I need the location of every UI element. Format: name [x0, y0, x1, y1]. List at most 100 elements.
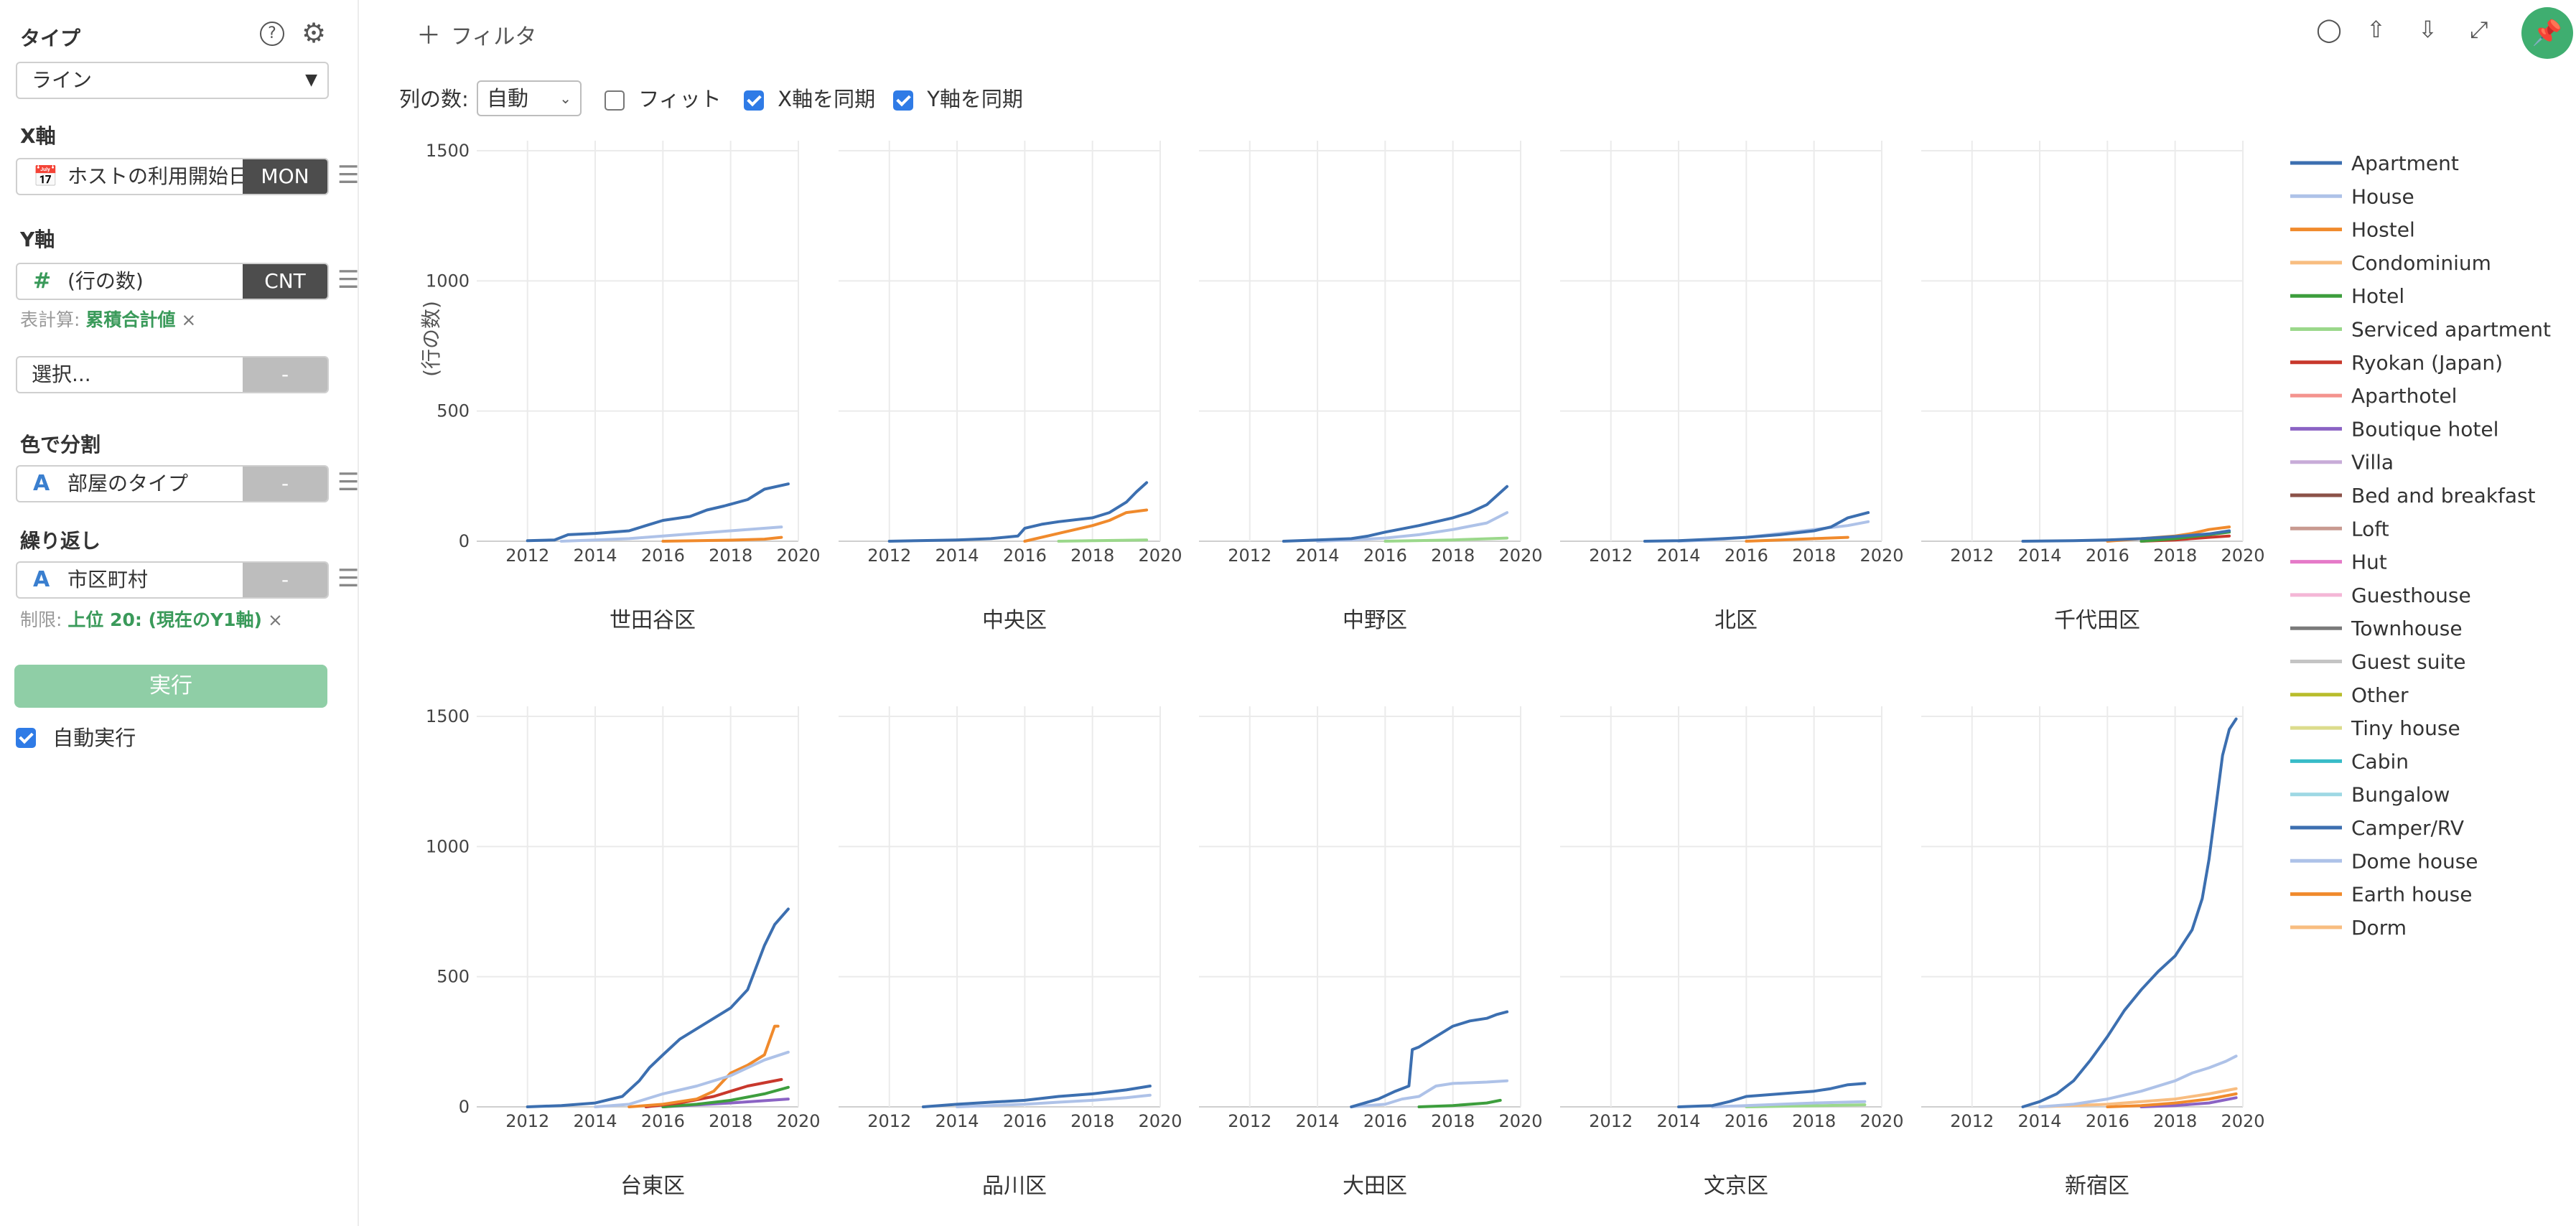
legend-item[interactable]: Earth house — [2290, 883, 2472, 907]
legend-item[interactable]: Cabin — [2290, 749, 2409, 773]
legend-item[interactable]: Camper/RV — [2290, 816, 2464, 840]
sync-x-checkbox-row[interactable]: X軸を同期 — [744, 79, 875, 119]
upload-icon[interactable]: ⇧ — [2366, 16, 2386, 43]
series-line-apartment[interactable] — [921, 1085, 1152, 1108]
legend-item[interactable]: Boutique hotel — [2290, 417, 2498, 441]
series-line-hotel[interactable] — [1417, 1098, 1502, 1108]
x-axis-field[interactable]: 📅 ホストの利用開始日 MON — [16, 158, 329, 195]
y-axis-field-label: (行の数) — [67, 269, 144, 293]
legend-item[interactable]: Tiny house — [2290, 716, 2460, 740]
auto-run-row[interactable]: 自動実行 — [16, 722, 136, 752]
pin-button[interactable]: 📌 — [2521, 7, 2573, 59]
legend-item[interactable]: Guest suite — [2290, 650, 2465, 674]
series-line-apartment[interactable] — [2021, 529, 2231, 543]
series-line-apartment[interactable] — [526, 482, 790, 543]
legend-item[interactable]: Bed and breakfast — [2290, 484, 2536, 507]
extra-field-select[interactable]: 選択... - — [16, 356, 329, 393]
legend-item[interactable]: Hostel — [2290, 218, 2415, 242]
chart-type-value: ライン — [32, 68, 93, 92]
series-line-apartment[interactable] — [2021, 717, 2238, 1108]
gear-icon[interactable]: ⚙ — [302, 17, 327, 49]
y-axis-field[interactable]: # (行の数) CNT — [16, 263, 329, 300]
legend-item[interactable]: Loft — [2290, 517, 2389, 541]
run-button[interactable]: 実行 — [14, 665, 327, 708]
series-line-serviced-apartment[interactable] — [1383, 536, 1509, 543]
series-line-apartment[interactable] — [1282, 485, 1509, 543]
legend-item[interactable]: Condominium — [2290, 251, 2491, 275]
color-split-field[interactable]: A 部屋のタイプ - — [16, 465, 329, 502]
limit-value[interactable]: 上位 20: (現在のY1軸) — [67, 609, 262, 630]
repeat-agg-button[interactable]: - — [243, 563, 327, 597]
y-tick-label: 1000 — [426, 836, 470, 856]
download-icon[interactable]: ⇩ — [2418, 16, 2437, 43]
legend-item[interactable]: Townhouse — [2290, 617, 2463, 640]
add-filter-button[interactable]: ＋ フィルタ — [416, 16, 536, 51]
drag-handle-icon[interactable]: ☰ — [337, 564, 360, 593]
legend-item[interactable]: Dome house — [2290, 849, 2478, 873]
fit-checkbox-row[interactable]: フィット — [605, 79, 722, 119]
y-axis-label: (行の数) — [419, 301, 443, 377]
series-line-serviced-apartment[interactable] — [1057, 538, 1149, 543]
series-line-house[interactable] — [956, 1093, 1152, 1108]
series-line-condominium[interactable] — [2038, 1087, 2238, 1108]
y-tick-label: 1000 — [426, 271, 470, 291]
series-line-apartment[interactable] — [526, 907, 790, 1108]
series-line-hotel[interactable] — [661, 1085, 790, 1108]
x-tick-label: 2012 — [505, 1111, 549, 1131]
legend-item[interactable]: Hut — [2290, 551, 2387, 574]
series-line-hostel[interactable] — [1023, 508, 1149, 543]
legend-item[interactable]: House — [2290, 184, 2414, 208]
color-split-agg-button[interactable]: - — [243, 467, 327, 501]
series-line-apartment[interactable] — [1677, 1082, 1867, 1108]
legend-item[interactable]: Other — [2290, 683, 2409, 707]
sync-y-checkbox[interactable] — [893, 90, 913, 111]
drag-handle-icon[interactable]: ☰ — [337, 468, 360, 497]
series-line-house[interactable] — [594, 1050, 790, 1108]
repeat-field[interactable]: A 市区町村 - — [16, 561, 329, 599]
x-tick-label: 2016 — [1363, 1111, 1407, 1131]
legend-item[interactable]: Guesthouse — [2290, 584, 2471, 607]
y-axis-agg-button[interactable]: CNT — [243, 264, 327, 299]
extra-field-agg-button[interactable]: - — [243, 357, 327, 392]
legend-item[interactable]: Ryokan (Japan) — [2290, 351, 2503, 375]
series-line-house[interactable] — [1350, 1079, 1509, 1108]
sync-x-checkbox[interactable] — [744, 90, 764, 111]
legend-label: Cabin — [2351, 749, 2409, 773]
remove-table-calc-icon[interactable]: × — [181, 309, 197, 330]
legend-item[interactable]: Apartment — [2290, 151, 2459, 175]
series-line-hostel[interactable] — [661, 535, 783, 543]
legend-item[interactable]: Aparthotel — [2290, 384, 2457, 408]
auto-run-checkbox[interactable] — [16, 728, 36, 748]
comment-icon[interactable]: ◯ — [2316, 16, 2342, 43]
drag-handle-icon[interactable]: ☰ — [337, 266, 360, 294]
sync-y-label: Y軸を同期 — [927, 87, 1023, 111]
series-line-apartment[interactable] — [1643, 511, 1870, 543]
series-line-serviced-apartment[interactable] — [1745, 1103, 1867, 1108]
series-line-apartment[interactable] — [1350, 1010, 1509, 1108]
series-line-apartment[interactable] — [887, 481, 1149, 543]
help-icon[interactable]: ? — [260, 22, 284, 46]
series-line-hostel[interactable] — [627, 1024, 780, 1108]
legend-item[interactable]: Serviced apartment — [2290, 318, 2551, 342]
drag-handle-icon[interactable]: ☰ — [337, 161, 360, 189]
table-calc-value[interactable]: 累積合計値 — [85, 309, 176, 330]
sync-y-checkbox-row[interactable]: Y軸を同期 — [893, 79, 1023, 119]
remove-limit-icon[interactable]: × — [267, 609, 283, 630]
legend-item[interactable]: Dorm — [2290, 916, 2407, 940]
series-line-hostel[interactable] — [1745, 535, 1849, 543]
x-axis-agg-button[interactable]: MON — [243, 159, 327, 194]
series-line-house[interactable] — [2038, 1054, 2238, 1108]
chart-type-select[interactable]: ライン ▼ — [16, 62, 329, 99]
series-line-house[interactable] — [1711, 1100, 1867, 1108]
series-line-hostel[interactable] — [2106, 1092, 2238, 1108]
legend-item[interactable]: Villa — [2290, 451, 2394, 474]
series-line-boutique-hotel[interactable] — [2139, 1096, 2238, 1108]
legend-item[interactable]: Bungalow — [2290, 783, 2450, 807]
expand-icon[interactable]: ⤢ — [2470, 16, 2488, 43]
hash-icon: # — [33, 268, 52, 294]
series-line-house[interactable] — [559, 525, 783, 543]
columns-select[interactable]: 自動 ⌄ — [477, 80, 582, 116]
fit-checkbox[interactable] — [605, 90, 625, 111]
legend-label: Guest suite — [2351, 650, 2465, 674]
legend-item[interactable]: Hotel — [2290, 284, 2404, 308]
